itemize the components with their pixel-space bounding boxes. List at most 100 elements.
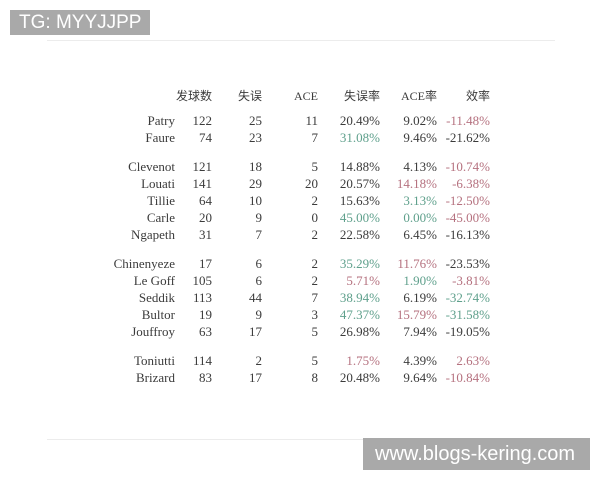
stat-cell-aces: 20 xyxy=(305,176,318,191)
stat-cell-ace-rate: 9.02% xyxy=(403,113,437,128)
stat-cell-efficiency: -16.13% xyxy=(445,227,490,242)
stat-cell-efficiency: -3.81% xyxy=(452,273,490,288)
header-cell-ace-rate: ACE率 xyxy=(400,89,437,103)
top-watermark-badge: TG: MYYJJPP xyxy=(10,10,150,35)
table-row: Toniutti 114 2 5 1.75% 4.39% 2.63% xyxy=(95,352,490,369)
stat-cell-error-rate: 22.58% xyxy=(339,227,380,242)
stat-cell-aces: 2 xyxy=(311,227,319,242)
table-row: Patry 122 25 11 20.49% 9.02% -11.48% xyxy=(95,112,490,129)
stat-cell-serves: 20 xyxy=(199,210,212,225)
stat-cell-ace-rate: 4.13% xyxy=(403,159,437,174)
stat-cell-ace-rate: 11.76% xyxy=(397,256,437,271)
header-cell-serves: 发球数 xyxy=(175,89,212,103)
table-row: Ngapeth 31 7 2 22.58% 6.45% -16.13% xyxy=(95,226,490,243)
player-name-cell: Le Goff xyxy=(133,273,175,288)
stat-cell-errors: 44 xyxy=(249,290,262,305)
stat-cell-serves: 83 xyxy=(199,370,212,385)
stat-cell-aces: 7 xyxy=(311,130,319,145)
stat-cell-aces: 2 xyxy=(311,193,319,208)
stat-cell-error-rate: 15.63% xyxy=(339,193,380,208)
stat-cell-efficiency: -6.38% xyxy=(452,176,490,191)
stat-cell-error-rate: 26.98% xyxy=(339,324,380,339)
stat-cell-error-rate: 20.49% xyxy=(339,113,380,128)
player-name-cell: Carle xyxy=(146,210,175,225)
stat-cell-aces: 8 xyxy=(311,370,319,385)
stat-cell-ace-rate: 6.45% xyxy=(403,227,437,242)
stat-cell-error-rate: 1.75% xyxy=(346,353,380,368)
player-name-cell: Clevenot xyxy=(128,159,175,174)
stat-cell-aces: 5 xyxy=(311,159,319,174)
table-row: Jouffroy 63 17 5 26.98% 7.94% -19.05% xyxy=(95,323,490,340)
stat-cell-aces: 2 xyxy=(311,256,319,271)
stat-cell-efficiency: 2.63% xyxy=(456,353,490,368)
stat-cell-efficiency: -10.84% xyxy=(445,370,490,385)
player-name-cell: Toniutti xyxy=(134,353,175,368)
player-name-cell: Brizard xyxy=(136,370,175,385)
content-card xyxy=(47,40,555,440)
stat-cell-errors: 25 xyxy=(249,113,262,128)
stat-cell-error-rate: 38.94% xyxy=(339,290,380,305)
stat-cell-errors: 6 xyxy=(255,256,263,271)
table-body: Patry 122 25 11 20.49% 9.02% -11.48% Fau… xyxy=(95,112,490,386)
stat-cell-error-rate: 14.88% xyxy=(339,159,380,174)
header-cell-error-rate: 失误率 xyxy=(343,89,380,103)
stat-cell-efficiency: -21.62% xyxy=(445,130,490,145)
stat-cell-serves: 141 xyxy=(192,176,213,191)
stat-cell-aces: 11 xyxy=(305,113,318,128)
stat-cell-ace-rate: 7.94% xyxy=(403,324,437,339)
header-cell-player xyxy=(95,88,175,105)
stat-cell-aces: 3 xyxy=(311,307,319,322)
player-name-cell: Ngapeth xyxy=(130,227,175,242)
table-row: Chinenyeze 17 6 2 35.29% 11.76% -23.53% xyxy=(95,255,490,272)
stat-cell-serves: 74 xyxy=(199,130,212,145)
stat-cell-serves: 121 xyxy=(192,159,213,174)
table-group: Clevenot 121 18 5 14.88% 4.13% -10.74% L… xyxy=(95,158,490,243)
table-row: Seddik 113 44 7 38.94% 6.19% -32.74% xyxy=(95,289,490,306)
table-row: Tillie 64 10 2 15.63% 3.13% -12.50% xyxy=(95,192,490,209)
player-name-cell: Chinenyeze xyxy=(113,256,175,271)
stat-cell-aces: 5 xyxy=(311,324,319,339)
stat-cell-efficiency: -23.53% xyxy=(445,256,490,271)
stat-cell-errors: 17 xyxy=(249,370,262,385)
table-row: Faure 74 23 7 31.08% 9.46% -21.62% xyxy=(95,129,490,146)
stat-cell-serves: 17 xyxy=(199,256,212,271)
bottom-watermark-badge: www.blogs-kering.com xyxy=(363,438,590,470)
header-cell-aces: ACE xyxy=(294,89,318,103)
stat-cell-serves: 31 xyxy=(199,227,212,242)
stat-cell-ace-rate: 9.64% xyxy=(403,370,437,385)
table-row: Louati 141 29 20 20.57% 14.18% -6.38% xyxy=(95,175,490,192)
table-group: Chinenyeze 17 6 2 35.29% 11.76% -23.53% … xyxy=(95,255,490,340)
stat-cell-errors: 6 xyxy=(255,273,263,288)
stat-cell-errors: 2 xyxy=(255,353,263,368)
stat-cell-serves: 105 xyxy=(192,273,213,288)
table-row: Clevenot 121 18 5 14.88% 4.13% -10.74% xyxy=(95,158,490,175)
stat-cell-ace-rate: 15.79% xyxy=(396,307,437,322)
stat-cell-serves: 122 xyxy=(192,113,213,128)
stat-cell-error-rate: 47.37% xyxy=(339,307,380,322)
player-name-cell: Louati xyxy=(141,176,175,191)
stat-cell-errors: 10 xyxy=(249,193,262,208)
stat-cell-aces: 5 xyxy=(311,353,319,368)
stat-cell-efficiency: -45.00% xyxy=(445,210,490,225)
player-name-cell: Patry xyxy=(147,113,175,128)
stat-cell-ace-rate: 4.39% xyxy=(403,353,437,368)
stat-cell-efficiency: -19.05% xyxy=(445,324,490,339)
stat-cell-efficiency: -11.48% xyxy=(446,113,490,128)
table-header-row: 发球数 失误 ACE 失误率 ACE率 效率 xyxy=(95,88,490,105)
serve-stats-table: 发球数 失误 ACE 失误率 ACE率 效率 Patry 122 25 11 2… xyxy=(95,88,490,386)
stat-cell-error-rate: 31.08% xyxy=(339,130,380,145)
header-cell-efficiency: 效率 xyxy=(465,89,490,103)
stat-cell-aces: 2 xyxy=(311,273,319,288)
stat-cell-ace-rate: 14.18% xyxy=(396,176,437,191)
table-group: Toniutti 114 2 5 1.75% 4.39% 2.63% Briza… xyxy=(95,352,490,386)
stat-cell-efficiency: -12.50% xyxy=(445,193,490,208)
stat-cell-ace-rate: 3.13% xyxy=(403,193,437,208)
player-name-cell: Tillie xyxy=(147,193,175,208)
stat-cell-errors: 9 xyxy=(255,307,263,322)
stat-cell-efficiency: -31.58% xyxy=(445,307,490,322)
stat-cell-serves: 64 xyxy=(199,193,212,208)
table-group: Patry 122 25 11 20.49% 9.02% -11.48% Fau… xyxy=(95,112,490,146)
table-row: Le Goff 105 6 2 5.71% 1.90% -3.81% xyxy=(95,272,490,289)
stat-cell-serves: 113 xyxy=(192,290,212,305)
stat-cell-serves: 63 xyxy=(199,324,212,339)
